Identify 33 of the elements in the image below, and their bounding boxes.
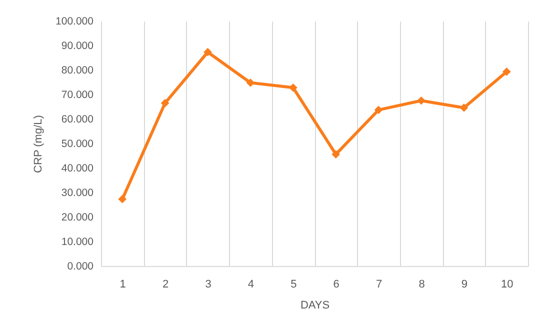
point [417,96,426,105]
point [246,78,255,87]
x-tick-label: 1 [120,278,126,290]
x-tick-label: 3 [205,278,212,290]
y-tick-label: 30.000 [61,187,94,199]
y-tick-label: 40.000 [61,162,94,174]
x-tick-label: 10 [501,278,514,290]
y-tick-label: 90.000 [61,40,94,52]
point [204,48,212,56]
x-tick-label: 4 [248,278,254,290]
y-tick-label: 20.000 [61,212,94,224]
x-tick-label: 2 [162,278,169,290]
x-tick-label: 5 [290,278,297,290]
x-tick-label: 6 [333,278,340,290]
point [460,104,468,112]
y-tick-label: 80.000 [61,64,94,76]
y-tick-label: 0.000 [67,260,94,272]
point [502,68,511,76]
x-tick-label: 9 [461,278,468,290]
y-tick-label: 60.000 [61,114,94,126]
y-axis-title: CRP (mg/L) [32,115,45,173]
point [118,194,127,204]
x-tick-label: 7 [376,278,382,290]
point [374,106,383,114]
y-tick-label: 10.000 [61,236,94,248]
point [288,83,298,92]
y-tick-label: 50.000 [61,138,94,150]
x-tick-label: 8 [418,278,425,290]
x-axis-title: DAYS [300,300,330,312]
point [332,150,340,158]
point [160,98,170,108]
y-tick-label: 70.000 [61,89,94,101]
y-tick-label: 100.000 [56,16,94,28]
